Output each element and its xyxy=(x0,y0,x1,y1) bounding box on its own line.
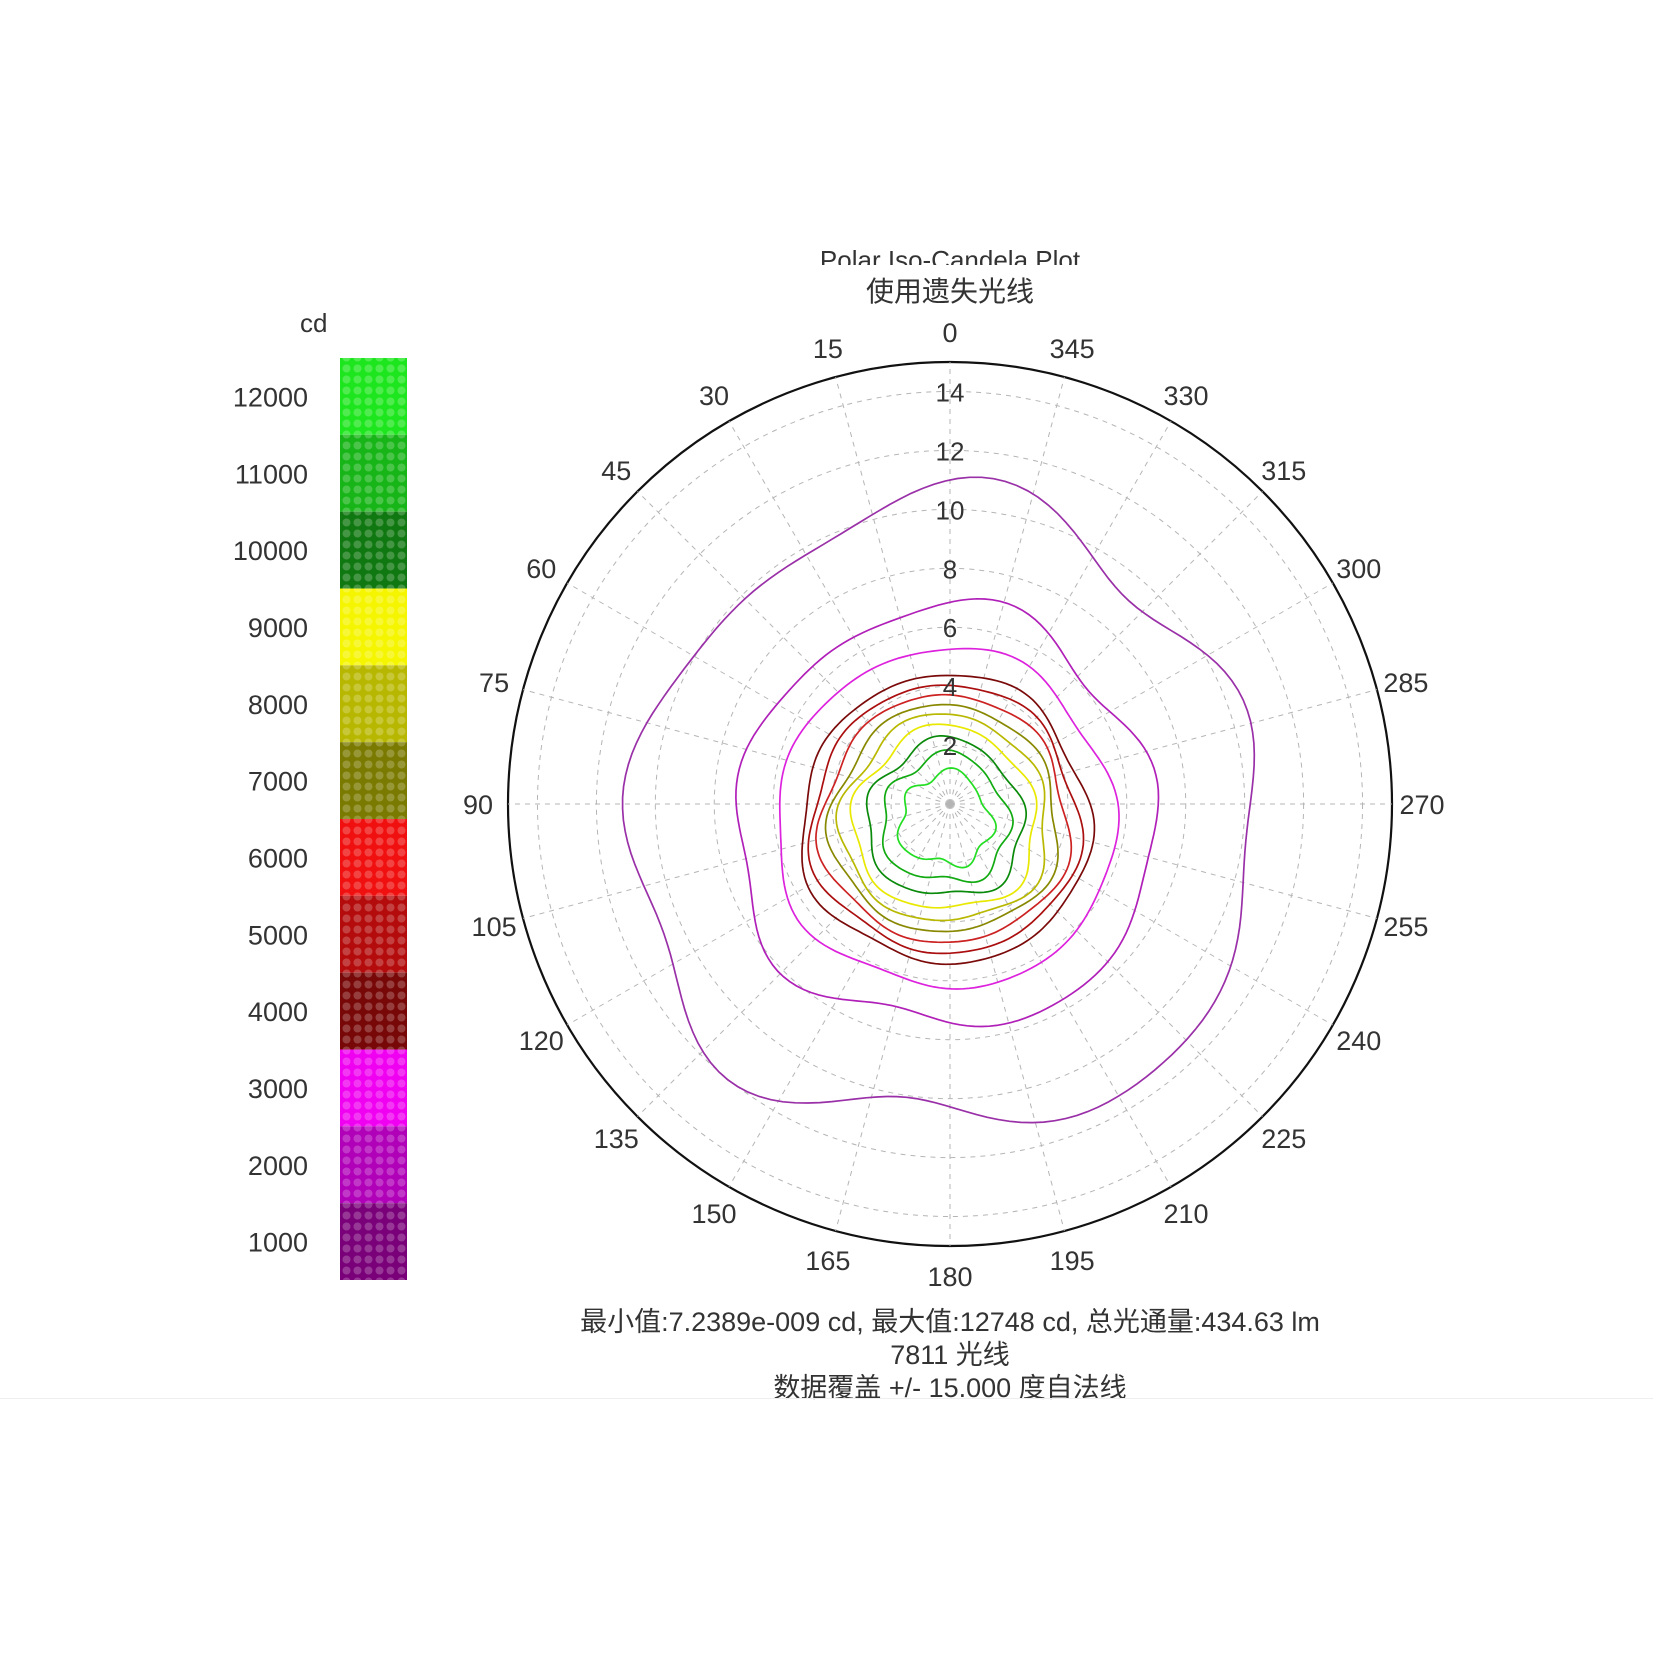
radial-tick-label: 2 xyxy=(943,731,957,761)
angular-tick-label: 345 xyxy=(1050,334,1095,364)
colorbar-unit-label: cd xyxy=(300,308,328,338)
angular-tick-label: 30 xyxy=(699,381,729,411)
angular-gridline xyxy=(949,491,1263,805)
angular-tick-label: 180 xyxy=(927,1262,972,1292)
colorbar-tick-label: 12000 xyxy=(233,382,308,412)
angular-tick-label: 315 xyxy=(1261,456,1306,486)
colorbar-tick-label: 10000 xyxy=(233,536,308,566)
angular-tick-label: 330 xyxy=(1163,381,1208,411)
angular-tick-label: 240 xyxy=(1336,1026,1381,1056)
radial-tick-labels: 2 4 6 8 10 12 14 xyxy=(936,377,965,761)
angular-gridline xyxy=(728,803,951,1188)
angular-tick-label: 210 xyxy=(1163,1199,1208,1229)
angular-tick-label: 135 xyxy=(594,1124,639,1154)
angular-tick-label: 90 xyxy=(463,790,493,820)
angular-gridline xyxy=(637,491,951,805)
angular-gridline xyxy=(835,803,951,1232)
colorbar-tick-label: 3000 xyxy=(248,1074,308,1104)
angular-tick-label: 150 xyxy=(691,1199,736,1229)
footer-ray-count: 7811 光线 xyxy=(890,1340,1010,1370)
angular-gridline xyxy=(637,803,951,1117)
colorbar-tick-label: 11000 xyxy=(235,459,308,489)
contour-8000 xyxy=(835,713,1046,922)
contour-3000 xyxy=(778,647,1120,990)
radial-tick-label: 8 xyxy=(943,554,957,584)
colorbar-tick-label: 1000 xyxy=(248,1228,308,1258)
colorbar-tick-labels: 12000 11000 10000 9000 8000 7000 6000 5000 4000 3… xyxy=(233,382,308,1257)
contour-11000 xyxy=(881,749,1014,884)
angular-tick-labels: 0153045607590105120135150165180195210225… xyxy=(463,318,1445,1292)
angular-tick-label: 165 xyxy=(805,1246,850,1276)
colorbar-tick-label: 9000 xyxy=(248,613,308,643)
radial-tick-label: 6 xyxy=(943,613,957,643)
radial-tick-label: 10 xyxy=(936,495,965,525)
angular-gridline xyxy=(835,376,951,805)
angular-gridline xyxy=(949,803,1172,1188)
colorbar-tick-label: 2000 xyxy=(248,1151,308,1181)
polar-grid xyxy=(506,360,1394,1248)
radial-tick-label: 12 xyxy=(936,436,965,466)
radial-tick-label: 14 xyxy=(936,377,965,407)
angular-gridline xyxy=(522,689,951,805)
angular-tick-label: 0 xyxy=(942,318,957,348)
angular-tick-label: 225 xyxy=(1261,1124,1306,1154)
angular-tick-label: 285 xyxy=(1383,668,1428,698)
radial-gridline xyxy=(772,626,1128,982)
angular-gridline xyxy=(949,803,1263,1117)
angular-tick-label: 105 xyxy=(472,912,517,942)
contour-5000 xyxy=(807,684,1085,955)
angular-tick-label: 75 xyxy=(479,668,509,698)
chart-title: Polar Iso-Candela Plot xyxy=(819,245,1081,265)
radial-tick-label: 4 xyxy=(943,672,957,702)
contour-10000 xyxy=(865,735,1028,895)
colorbar-tick-label: 4000 xyxy=(248,997,308,1027)
angular-tick-label: 60 xyxy=(526,554,556,584)
contour-7000 xyxy=(824,703,1059,933)
angular-tick-label: 120 xyxy=(519,1026,564,1056)
angular-tick-label: 15 xyxy=(813,334,843,364)
angular-gridline xyxy=(949,420,1172,805)
angular-tick-label: 270 xyxy=(1399,790,1444,820)
contour-9000 xyxy=(849,723,1038,909)
angular-gridline xyxy=(566,803,951,1026)
contour-2000 xyxy=(735,597,1160,1028)
angular-gridline xyxy=(566,582,951,805)
colorbar xyxy=(340,358,407,1280)
colorbar-tick-label: 7000 xyxy=(248,767,308,797)
angular-gridline xyxy=(949,376,1065,805)
angular-gridline xyxy=(949,582,1334,805)
colorbar-tick-label: 6000 xyxy=(248,843,308,873)
colorbar-tick-label: 8000 xyxy=(248,690,308,720)
contour-4000 xyxy=(801,674,1096,966)
angular-gridline xyxy=(728,420,951,805)
footer-stats: 最小值:7.2389e-009 cd, 最大值:12748 cd, 总光通量:4… xyxy=(580,1307,1320,1337)
contour-12000 xyxy=(896,767,997,869)
contour-1000 xyxy=(621,476,1256,1124)
angular-tick-label: 195 xyxy=(1050,1246,1095,1276)
angular-gridline xyxy=(949,803,1065,1232)
angular-gridline xyxy=(949,803,1378,919)
angular-tick-label: 255 xyxy=(1383,912,1428,942)
angular-tick-label: 300 xyxy=(1336,554,1381,584)
angular-tick-label: 45 xyxy=(601,456,631,486)
colorbar-texture xyxy=(340,358,407,1280)
footer-coverage: 数据覆盖 +/- 15.000 度自法线 xyxy=(773,1373,1127,1403)
divider xyxy=(0,1398,1653,1399)
angular-gridline xyxy=(522,803,951,919)
contour-lines xyxy=(621,476,1256,1124)
contour-6000 xyxy=(815,693,1073,944)
radial-gridline xyxy=(713,567,1187,1041)
colorbar-tick-label: 5000 xyxy=(248,920,308,950)
chart-subtitle: 使用遗失光线 xyxy=(865,276,1034,307)
angular-gridline xyxy=(949,689,1378,805)
angular-gridline xyxy=(949,803,1334,1026)
